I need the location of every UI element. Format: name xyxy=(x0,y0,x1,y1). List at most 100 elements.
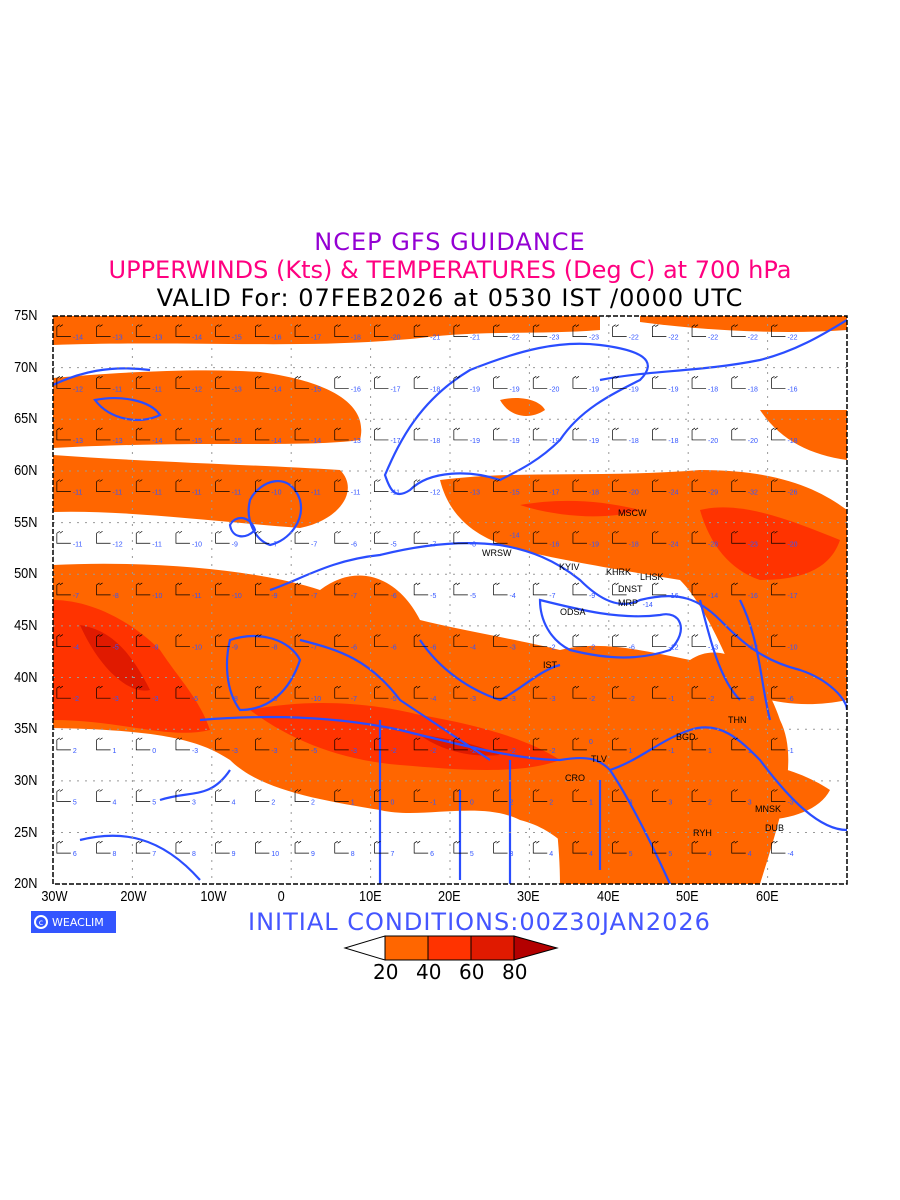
wind-barb xyxy=(572,582,587,596)
chart-subtitle: UPPERWINDS (Kts) & TEMPERATURES (Deg C) … xyxy=(108,256,792,284)
wind-barb xyxy=(532,427,548,441)
temperature-value: -11 xyxy=(73,541,83,548)
temperature-value: -12 xyxy=(73,386,83,393)
wind-barb xyxy=(215,685,230,699)
temperature-value: -4 xyxy=(430,696,436,703)
temperature-value: -22 xyxy=(787,335,797,342)
temperature-value: -20 xyxy=(549,386,559,393)
temperature-value: 8 xyxy=(192,851,196,858)
wind-barb xyxy=(532,634,548,647)
temperature-value: -6 xyxy=(430,645,436,652)
wind-barb xyxy=(294,530,310,544)
temperature-value: -22 xyxy=(708,335,718,342)
wind-barb xyxy=(56,324,71,338)
wind-barb xyxy=(135,634,151,647)
temperature-value: -20 xyxy=(787,541,797,548)
wind-barb xyxy=(413,376,429,389)
wind-barb xyxy=(175,427,190,441)
wind-barb xyxy=(96,582,111,596)
wind-barb xyxy=(771,324,786,338)
wind-barb xyxy=(96,685,111,699)
temperature-value: -14 xyxy=(192,335,202,342)
temperature-value: -8 xyxy=(271,645,277,652)
wind-barb xyxy=(96,324,111,338)
temperature-value: -3 xyxy=(549,696,555,703)
temperature-value: -10 xyxy=(192,541,202,548)
temperature-value: -8 xyxy=(232,696,238,703)
wind-barb xyxy=(493,427,508,441)
temperature-value: -13 xyxy=(113,438,123,445)
initial-conditions: INITIAL CONDITIONS:00Z30JAN2026 xyxy=(248,908,711,936)
temperature-value: -29 xyxy=(708,490,718,497)
temperature-value: 5 xyxy=(668,851,672,858)
temperature-value: 5 xyxy=(629,851,633,858)
wind-barb xyxy=(731,789,746,802)
temperature-value: 6 xyxy=(430,851,434,858)
wind-barb xyxy=(215,634,230,647)
wind-barb xyxy=(612,789,627,802)
wind-barb xyxy=(175,840,190,854)
temperature-value: -10 xyxy=(271,490,281,497)
wind-barb xyxy=(413,324,429,338)
map-frame xyxy=(52,315,848,885)
wind-barb xyxy=(453,634,468,647)
temperature-value: -7 xyxy=(351,593,357,600)
wind-barb xyxy=(334,789,349,802)
temperature-value: -13 xyxy=(73,438,83,445)
wind-barb xyxy=(691,789,707,802)
temperature-value: -10 xyxy=(787,645,797,652)
temperature-value: -16 xyxy=(351,386,361,393)
wind-barb xyxy=(731,427,746,441)
temperature-value: -18 xyxy=(629,541,639,548)
wind-barb xyxy=(612,479,627,492)
wind-barb xyxy=(135,479,151,492)
temperature-value: 4 xyxy=(589,851,593,858)
wind-barb xyxy=(771,427,786,441)
temperature-value: -11 xyxy=(390,490,400,497)
temperature-value: -3 xyxy=(351,748,357,755)
temperature-value: -5 xyxy=(113,645,119,652)
wind-barb xyxy=(453,789,468,802)
wind-barb xyxy=(175,685,190,699)
wind-barb xyxy=(255,427,270,441)
wind-barb xyxy=(374,427,389,441)
temperature-value: -8 xyxy=(748,696,754,703)
lat-label: 40N xyxy=(14,668,38,686)
city-label: KYIV xyxy=(559,562,580,572)
temperature-value: -17 xyxy=(787,593,797,600)
temperature-value: -19 xyxy=(510,386,520,393)
wind-barb xyxy=(453,840,468,854)
wind-barb xyxy=(493,324,508,338)
temperature-value: -21 xyxy=(430,335,440,342)
wind-barb xyxy=(771,685,786,699)
temperature-value: -17 xyxy=(390,386,400,393)
temperature-value: -7 xyxy=(73,593,79,600)
wind-barb xyxy=(532,376,548,389)
temperature-value: -10 xyxy=(232,593,242,600)
temperature-value: 8 xyxy=(351,851,355,858)
temperature-value: 5 xyxy=(73,800,77,807)
legend-colorbar xyxy=(343,935,559,961)
wind-barb xyxy=(652,427,667,441)
wind-barb xyxy=(135,530,151,544)
wind-barb xyxy=(413,479,429,492)
wind-barb xyxy=(413,634,429,647)
wind-barb xyxy=(413,582,429,596)
temperature-value: -18 xyxy=(430,438,440,445)
wind-barb xyxy=(334,479,349,492)
temperature-value: -3 xyxy=(510,696,516,703)
wind-barb xyxy=(731,685,746,699)
lon-label: 30W xyxy=(41,888,68,905)
temperature-value: -1 xyxy=(668,696,674,703)
temperature-value: -17 xyxy=(390,438,400,445)
temperature-value: -7 xyxy=(311,541,317,548)
city-label: DUB xyxy=(765,823,784,833)
wind-barb xyxy=(175,789,190,802)
temperature-value: 9 xyxy=(232,851,236,858)
temperature-value: -14 xyxy=(271,438,281,445)
temperature-value: -6 xyxy=(390,593,396,600)
temperature-value: 5 xyxy=(152,800,156,807)
temperature-value: 2 xyxy=(73,748,77,755)
wind-barb xyxy=(453,479,468,492)
lat-label: 55N xyxy=(14,513,38,531)
